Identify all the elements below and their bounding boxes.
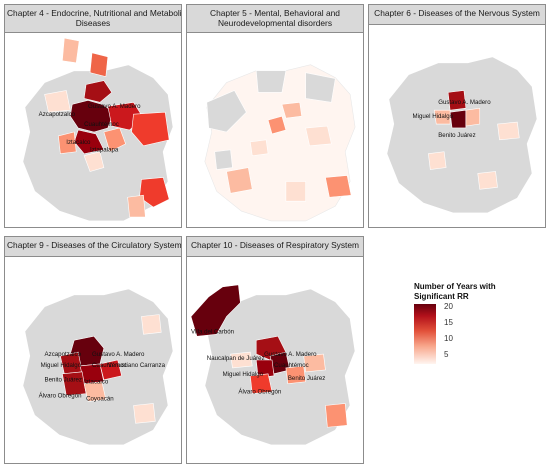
color-legend: Number of Years with Significant RR 20 15… <box>414 282 544 364</box>
map-label: Cuauhtémoc <box>274 362 309 369</box>
map-label: Venustiano Carranza <box>108 362 166 369</box>
map-panel-chapter-10: Chapter 10 - Diseases of Respiratory Sys… <box>186 236 364 464</box>
panel-strip: Chapter 9 - Diseases of the Circulatory … <box>5 237 181 257</box>
panel-title: Chapter 9 - Diseases of the Circulatory … <box>7 240 181 250</box>
map-label: Coyoacán <box>86 396 114 403</box>
map-label: Gustavo A. Madero <box>88 103 141 110</box>
map-label: Naucalpan de Juárez <box>207 355 265 362</box>
legend-tick: 10 <box>444 334 453 343</box>
map-label: Miguel Hidalgo <box>41 362 82 369</box>
map-label: Benito Juárez <box>45 377 82 384</box>
map-label: Cuauhtémoc <box>92 362 127 369</box>
legend-title: Number of Years with Significant RR <box>414 282 496 301</box>
panel-title: Chapter 4 - Endocrine, Nutritional and M… <box>7 8 181 28</box>
map-label: Miguel Hidalgo <box>413 113 454 120</box>
panel-strip: Chapter 10 - Diseases of Respiratory Sys… <box>187 237 363 257</box>
map-label: Miguel Hidalgo <box>223 371 264 378</box>
map-label: Álvaro Obregón <box>39 393 82 400</box>
panel-title: Chapter 10 - Diseases of Respiratory Sys… <box>190 240 360 250</box>
panel-strip: Chapter 6 - Diseases of the Nervous Syst… <box>369 5 545 25</box>
map-panel-chapter-6: Chapter 6 - Diseases of the Nervous Syst… <box>368 4 546 228</box>
map-label: Gustavo A. Madero <box>264 351 317 358</box>
choropleth-map <box>187 33 363 227</box>
panel-strip: Chapter 4 - Endocrine, Nutritional and M… <box>5 5 181 33</box>
panel-strip: Chapter 5 - Mental, Behavioral and Neurod… <box>187 5 363 33</box>
map-label: Cuauhtémoc <box>84 121 119 128</box>
legend-colorbar <box>414 304 436 364</box>
map-label: Álvaro Obregón <box>238 389 281 396</box>
map-label: Benito Juárez <box>438 132 475 139</box>
panel-title: Chapter 6 - Diseases of the Nervous Syst… <box>374 8 540 18</box>
map-label: Gustavo A. Madero <box>92 351 145 358</box>
choropleth-map: Gustavo A. Madero Azcapotzalco Cuauhtémo… <box>5 33 181 227</box>
map-label: Villa del Carbón <box>191 328 235 335</box>
map-label: Azcapotzalco <box>39 111 76 118</box>
choropleth-map: Villa del Carbón Gustavo A. Madero Nauca… <box>187 257 363 463</box>
map-panel-chapter-4: Chapter 4 - Endocrine, Nutritional and M… <box>4 4 182 228</box>
map-panel-chapter-5: Chapter 5 - Mental, Behavioral and Neurod… <box>186 4 364 228</box>
map-label: Iztacalco <box>66 139 91 146</box>
map-label: Iztacalco <box>84 379 109 386</box>
map-label: Iztapalapa <box>90 147 119 154</box>
map-label: Benito Juárez <box>288 375 325 382</box>
legend-tick: 20 <box>444 302 453 311</box>
map-label: Gustavo A. Madero <box>438 99 491 106</box>
legend-tick: 5 <box>444 350 449 359</box>
panel-title: Chapter 5 - Mental, Behavioral and Neurod… <box>210 8 340 28</box>
choropleth-map: Gustavo A. Madero Miguel Hidalgo Benito … <box>369 25 545 227</box>
legend-tick: 15 <box>444 318 453 327</box>
map-panel-chapter-9: Chapter 9 - Diseases of the Circulatory … <box>4 236 182 464</box>
map-label: Azcapotzalco <box>45 351 82 358</box>
choropleth-map: Azcapotzalco Gustavo A. Madero Miguel Hi… <box>5 257 181 463</box>
